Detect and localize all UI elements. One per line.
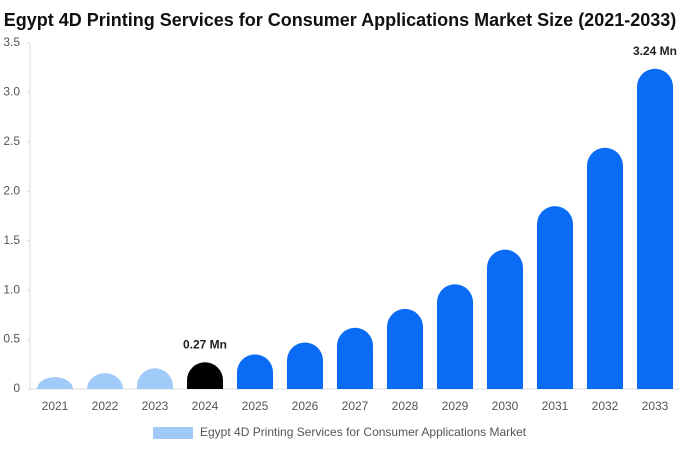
- bar: [87, 373, 123, 389]
- y-tick-label: 1.0: [3, 282, 20, 296]
- x-tick-label: 2026: [292, 399, 319, 413]
- x-tick-label: 2031: [542, 399, 569, 413]
- x-tick-label: 2025: [242, 399, 269, 413]
- x-tick-label: 2021: [42, 399, 69, 413]
- y-tick-label: 0: [13, 381, 20, 395]
- bar: [187, 362, 223, 389]
- y-tick-label: 2.5: [3, 134, 20, 148]
- bar: [337, 327, 373, 389]
- bar: [437, 284, 473, 389]
- bar: [237, 354, 273, 389]
- x-tick-label: 2024: [192, 399, 219, 413]
- y-tick-label: 1.5: [3, 233, 20, 247]
- x-tick-label: 2028: [392, 399, 419, 413]
- bar: [487, 249, 523, 389]
- bar: [537, 206, 573, 389]
- x-tick-label: 2027: [342, 399, 369, 413]
- value-label: 3.24 Mn: [633, 44, 677, 58]
- y-tick-label: 2.0: [3, 183, 20, 197]
- bar: [587, 147, 623, 389]
- bar: [37, 377, 73, 389]
- x-tick-label: 2032: [592, 399, 619, 413]
- y-tick-label: 0.5: [3, 332, 20, 346]
- x-tick-label: 2033: [642, 399, 669, 413]
- x-tick-label: 2023: [142, 399, 169, 413]
- x-tick-label: 2030: [492, 399, 519, 413]
- bar: [387, 308, 423, 389]
- x-tick-label: 2029: [442, 399, 469, 413]
- bar: [287, 342, 323, 389]
- bar: [637, 68, 673, 390]
- bar: [137, 368, 173, 389]
- value-label: 0.27 Mn: [183, 337, 227, 351]
- y-tick-label: 3.0: [3, 85, 20, 99]
- y-tick-label: 3.5: [3, 35, 20, 49]
- x-tick-label: 2022: [92, 399, 119, 413]
- legend-label: Egypt 4D Printing Services for Consumer …: [200, 425, 527, 439]
- legend-swatch: [153, 427, 193, 439]
- chart-title: Egypt 4D Printing Services for Consumer …: [4, 10, 677, 30]
